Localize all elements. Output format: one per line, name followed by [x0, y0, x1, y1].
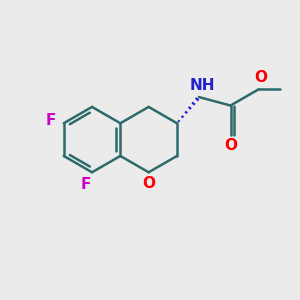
Text: F: F [81, 177, 91, 192]
Text: O: O [224, 138, 237, 153]
Text: O: O [254, 70, 267, 86]
Text: NH: NH [189, 78, 215, 93]
Text: F: F [46, 113, 56, 128]
Text: O: O [142, 176, 155, 191]
